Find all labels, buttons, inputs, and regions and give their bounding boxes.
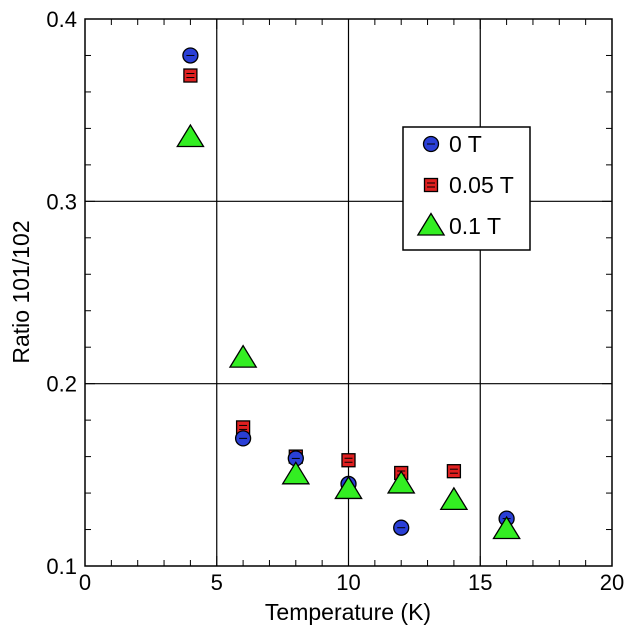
legend-label: 0.1 T bbox=[449, 213, 501, 239]
tick-labels: 0 5 10 15 20 0.1 0.2 0.3 0.4 bbox=[46, 7, 624, 595]
y-axis-title: Ratio 101/102 bbox=[8, 220, 34, 363]
data-point-square bbox=[341, 453, 356, 468]
data-point-square bbox=[183, 68, 198, 83]
x-tick-label: 5 bbox=[211, 570, 223, 595]
y-tick-label: 0.4 bbox=[46, 7, 77, 32]
data-point-triangle bbox=[176, 123, 205, 148]
x-tick-label: 10 bbox=[336, 570, 360, 595]
data-point-triangle bbox=[386, 470, 416, 494]
data-point-triangle bbox=[439, 486, 469, 511]
data-point-square bbox=[446, 464, 462, 479]
x-tick-label: 0 bbox=[79, 570, 91, 595]
data-point-triangle bbox=[334, 475, 363, 500]
y-tick-label: 0.1 bbox=[46, 554, 77, 579]
legend-label: 0.05 T bbox=[449, 172, 514, 198]
data-point-triangle bbox=[281, 461, 311, 485]
data-points bbox=[176, 47, 521, 540]
legend-label: 0 T bbox=[449, 131, 482, 157]
y-tick-label: 0.3 bbox=[46, 189, 77, 214]
data-point-triangle bbox=[228, 344, 258, 368]
data-point-triangle bbox=[492, 515, 521, 540]
x-axis-title: Temperature (K) bbox=[265, 599, 431, 625]
legend: 0 T 0.05 T 0.1 T bbox=[402, 126, 531, 251]
plot-frame bbox=[84, 18, 613, 567]
y-tick-label: 0.2 bbox=[46, 372, 77, 397]
legend-marker-triangle bbox=[416, 212, 446, 236]
x-tick-label: 15 bbox=[468, 570, 492, 595]
legend-items: 0 T 0.05 T 0.1 T bbox=[416, 131, 514, 239]
x-tick-label: 20 bbox=[600, 570, 624, 595]
grid-lines bbox=[85, 19, 612, 566]
legend-marker-square bbox=[423, 177, 439, 193]
